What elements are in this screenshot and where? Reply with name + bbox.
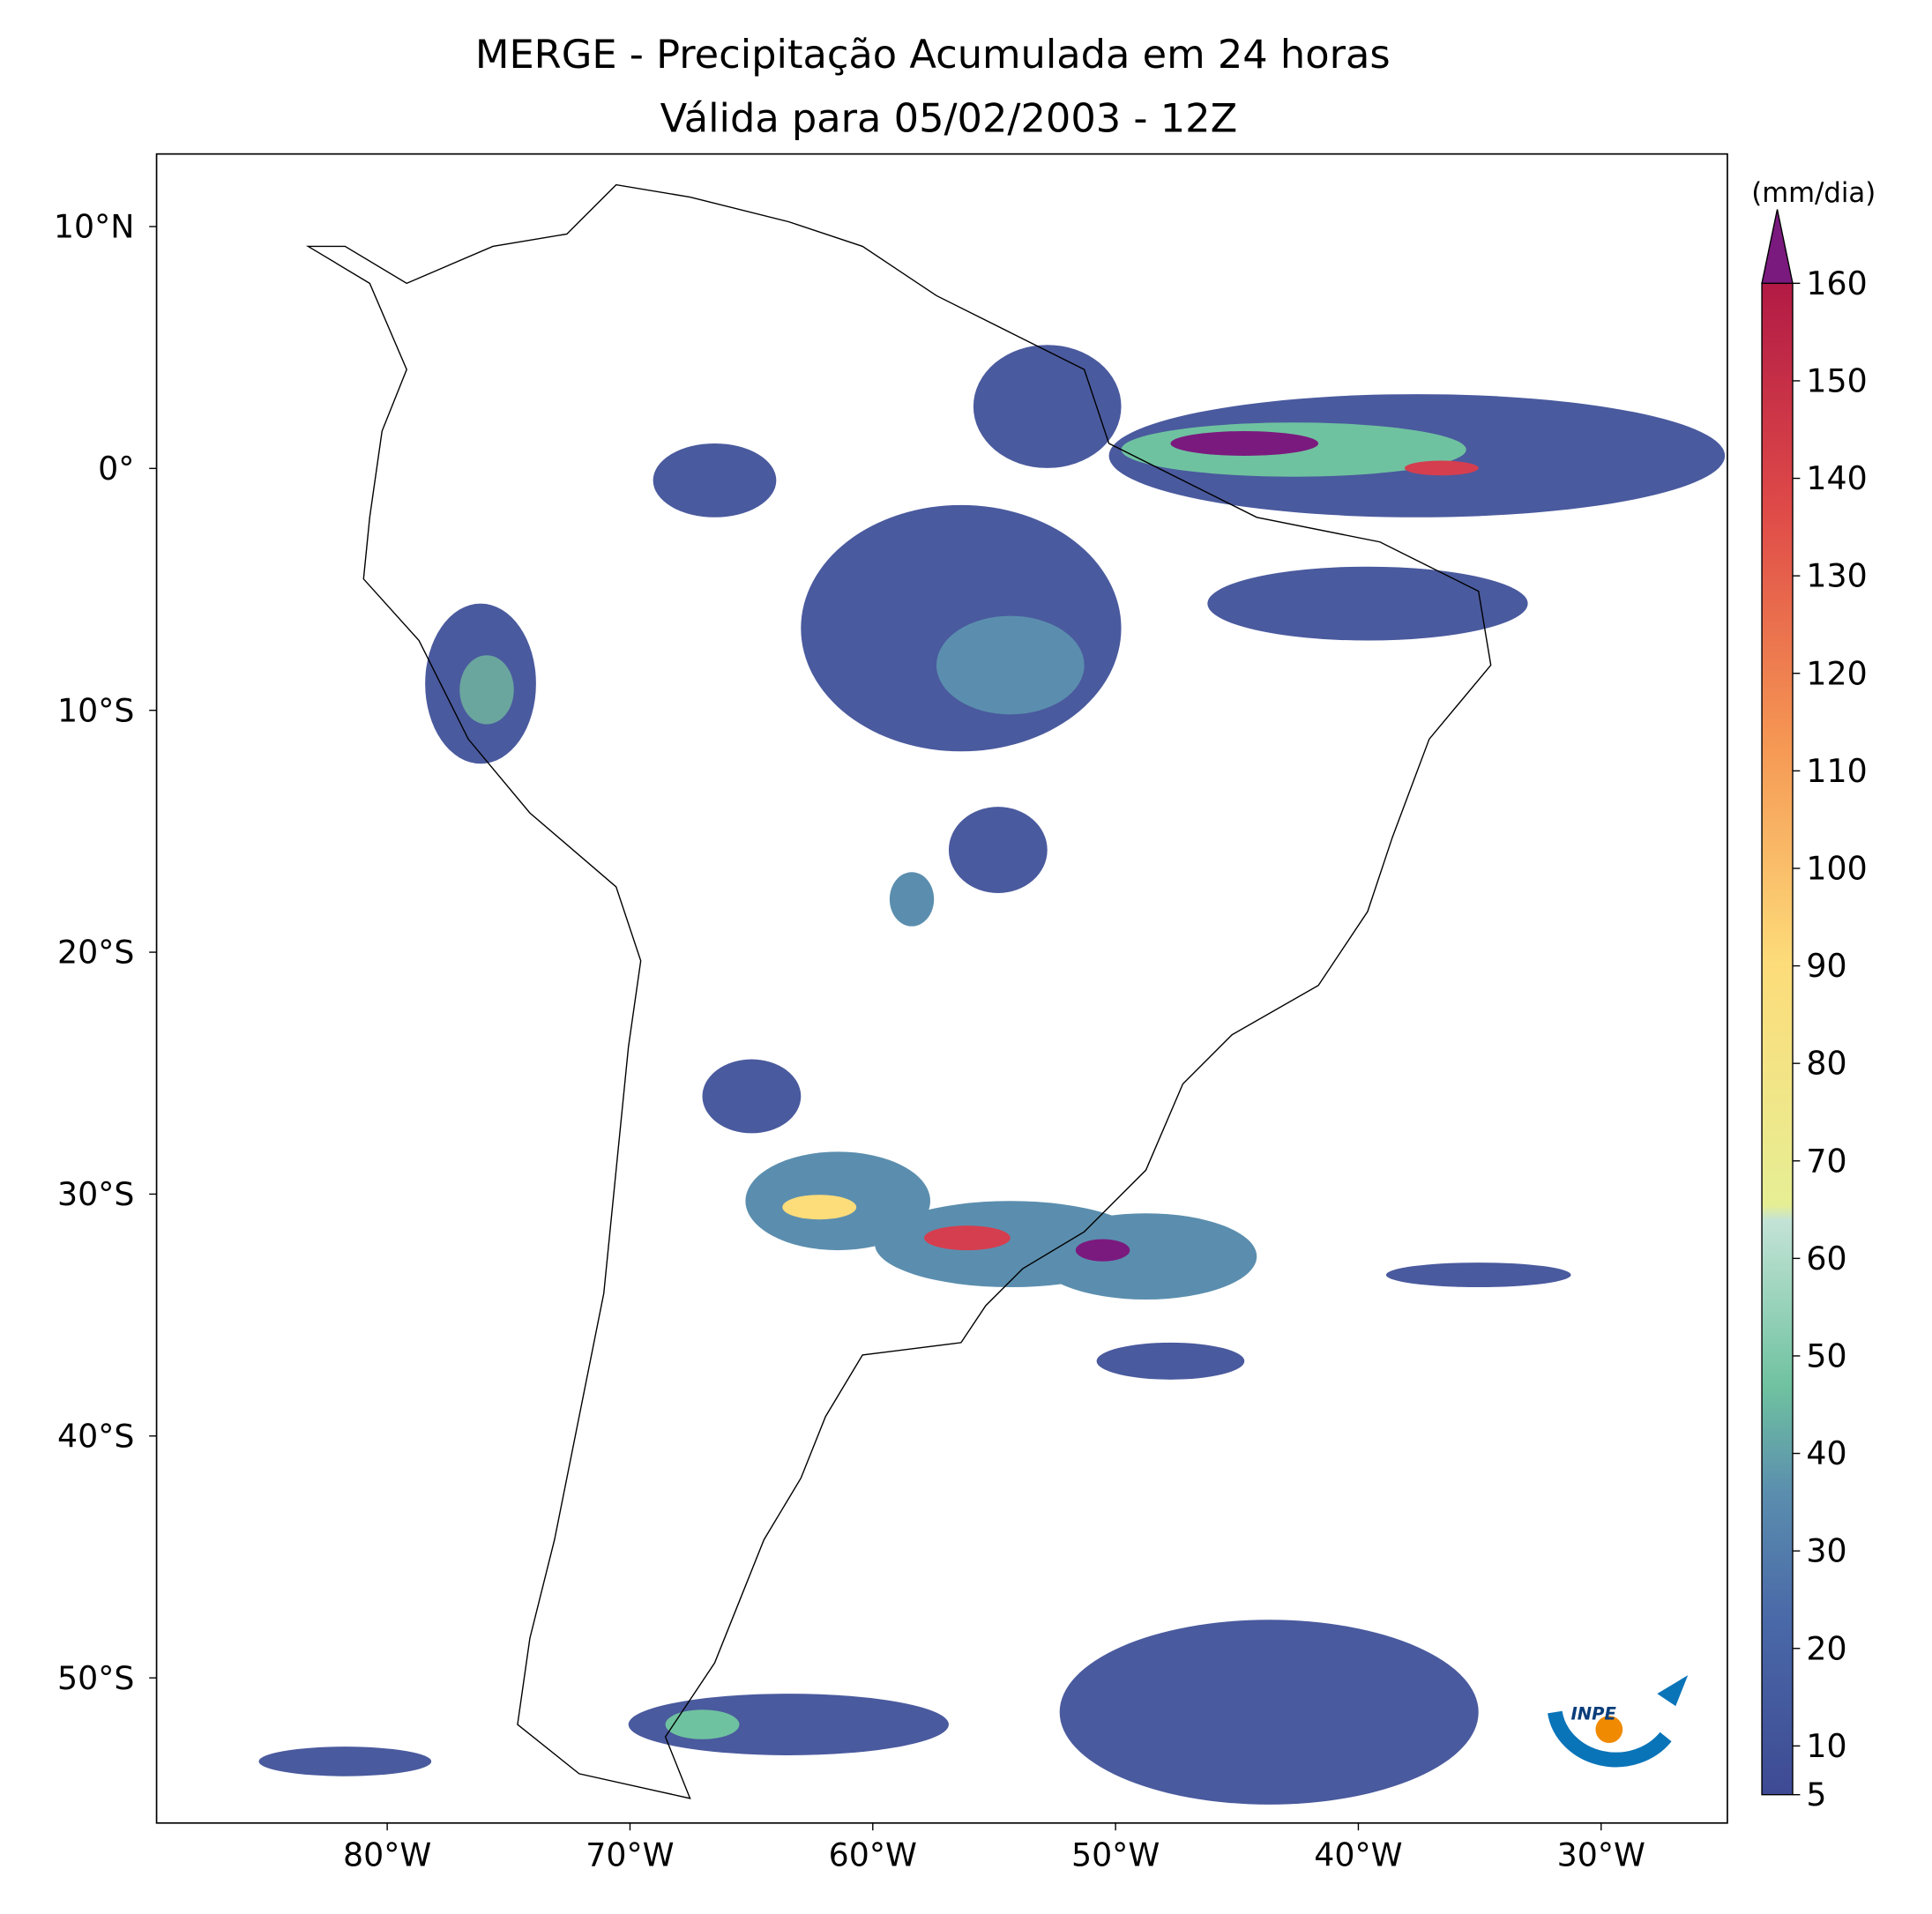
colorbar-tick-label: 110 — [1806, 752, 1867, 790]
colorbar-tick-label: 40 — [1806, 1434, 1846, 1472]
colorbar-tick-label: 30 — [1806, 1532, 1846, 1570]
colorbar-tick-label: 5 — [1806, 1776, 1826, 1813]
colorbar-tick-label: 50 — [1806, 1337, 1846, 1375]
y-tick-label: 30°S — [57, 1175, 134, 1213]
x-tick-label: 30°W — [1557, 1836, 1645, 1874]
colorbar-tick-label: 20 — [1806, 1629, 1846, 1667]
inpe-logo: INPE — [1548, 1675, 1689, 1768]
subtitle: Válida para 05/02/2003 - 12Z — [660, 95, 1238, 141]
colorbar-tick-label: 80 — [1806, 1045, 1846, 1083]
x-tick-label: 70°W — [586, 1836, 674, 1874]
y-tick-label: 10°S — [57, 691, 134, 729]
continent-outline — [305, 183, 1492, 1799]
colorbar-extend — [1761, 209, 1794, 285]
colorbar-tick-label: 70 — [1806, 1142, 1846, 1180]
title: MERGE - Precipitação Acumulada em 24 hor… — [475, 32, 1391, 78]
colorbar-tick-label: 10 — [1806, 1727, 1846, 1765]
logo-text: INPE — [1571, 1703, 1617, 1724]
colorbar-tick-label: 140 — [1806, 459, 1867, 497]
precipitation — [258, 345, 1726, 1805]
colorbar-tick-label: 60 — [1806, 1240, 1846, 1277]
colorbar-tick-label: 160 — [1806, 264, 1867, 302]
colorbar-tick-label: 120 — [1806, 654, 1867, 692]
y-tick-label: 40°S — [57, 1417, 134, 1455]
y-tick-label: 0° — [98, 450, 134, 488]
colorbar-tick-label: 150 — [1806, 362, 1867, 400]
colorbar-tick-label: 90 — [1806, 947, 1846, 985]
x-tick-label: 50°W — [1071, 1836, 1160, 1874]
y-tick-label: 50°S — [57, 1659, 134, 1697]
x-tick-label: 60°W — [829, 1836, 917, 1874]
colorbar-label: (mm/dia) — [1751, 177, 1876, 209]
colorbar-tick-label: 100 — [1806, 850, 1867, 888]
colorbar-tick-label: 130 — [1806, 557, 1867, 595]
colorbar — [1761, 282, 1794, 1796]
map-area — [258, 183, 1726, 1805]
y-tick-label: 20°S — [57, 934, 134, 972]
x-tick-label: 80°W — [343, 1836, 431, 1874]
map-frame — [155, 153, 1728, 1824]
x-tick-label: 40°W — [1314, 1836, 1402, 1874]
y-tick-label: 10°N — [54, 208, 135, 246]
